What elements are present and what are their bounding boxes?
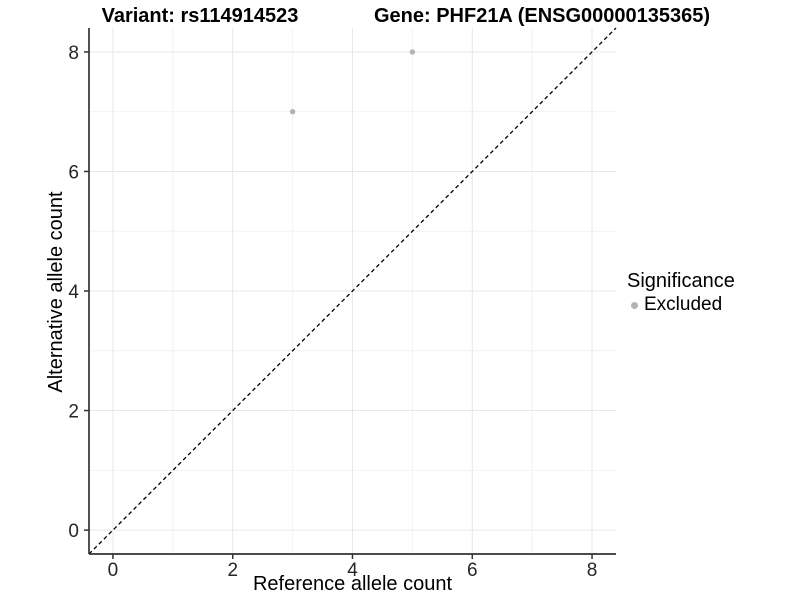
- svg-text:4: 4: [347, 560, 358, 581]
- legend-point-marker-icon: [631, 301, 638, 309]
- x-axis-label: Reference allele count: [252, 573, 452, 595]
- svg-text:4: 4: [68, 282, 79, 303]
- svg-text:0: 0: [108, 560, 119, 581]
- svg-text:0: 0: [68, 521, 79, 542]
- svg-text:6: 6: [68, 162, 79, 183]
- svg-text:6: 6: [467, 560, 478, 581]
- legend-entry-label: Excluded: [644, 294, 723, 315]
- legend-title: Significance: [627, 270, 735, 292]
- svg-text:8: 8: [68, 43, 79, 64]
- svg-text:2: 2: [227, 560, 238, 581]
- plot-title-gene: Gene: PHF21A (ENSG00000135365): [373, 5, 711, 27]
- legend-entry-excluded: Excluded: [627, 294, 735, 316]
- svg-text:2: 2: [68, 402, 79, 423]
- plot-title-variant: Variant: rs114914523: [101, 5, 299, 27]
- y-axis-label: Alternative allele count: [45, 191, 67, 393]
- svg-text:8: 8: [587, 560, 598, 581]
- legend: Significance Excluded: [627, 270, 735, 316]
- plot-panel: 0 2 4 6 8 0 2 4 6 8: [68, 27, 617, 581]
